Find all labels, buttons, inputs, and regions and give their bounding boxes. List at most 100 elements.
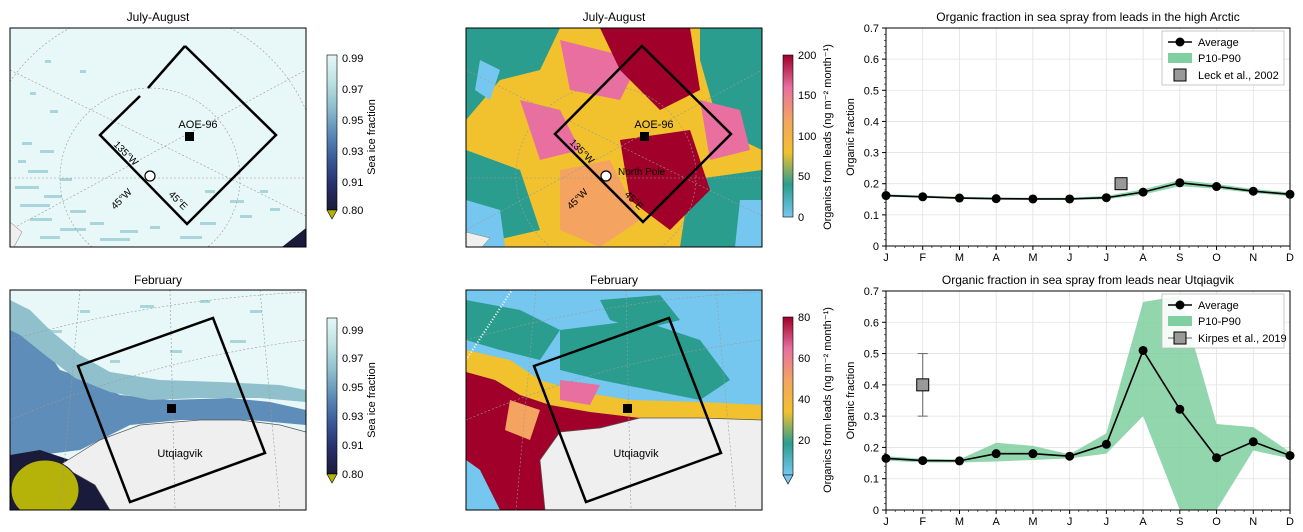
map-frame — [465, 289, 763, 511]
legend-swatch-observation — [1173, 68, 1187, 82]
x-tick-label: M — [1028, 516, 1037, 527]
x-tick-label: M — [955, 252, 964, 264]
data-point — [1175, 404, 1185, 414]
x-tick-label: J — [883, 252, 889, 264]
y-tick-label: 0.7 — [864, 286, 879, 298]
colorbar-tick-label: 0.80 — [342, 205, 363, 217]
y-tick-label: 0.4 — [864, 380, 879, 392]
observation-marker — [1114, 177, 1128, 191]
dotted-coast-edge — [466, 290, 513, 361]
y-tick-label: 0.5 — [864, 85, 879, 97]
x-tick-label: M — [1028, 252, 1037, 264]
colorbar-underflow-triangle — [326, 473, 338, 484]
y-tick-label: 0.6 — [864, 317, 879, 329]
map-frame — [9, 289, 307, 511]
band-p10-p90 — [886, 295, 1290, 510]
x-tick-label: J — [1104, 516, 1110, 527]
pole-label: North Pole — [618, 167, 666, 178]
data-point — [1212, 453, 1222, 463]
x-tick-label: A — [993, 252, 1001, 264]
colorbar-tick-label: 0.97 — [342, 353, 363, 365]
y-tick-label: 0.4 — [864, 116, 879, 128]
graticule — [10, 28, 306, 247]
y-tick-label: 0.5 — [864, 349, 879, 361]
colorbar-underflow-triangle — [326, 209, 338, 220]
domain-box — [98, 45, 278, 226]
map-body: Utqiagvik — [466, 290, 762, 510]
map-title: February — [590, 273, 638, 287]
x-tick-label: J — [1067, 516, 1073, 527]
x-tick-label: A — [993, 516, 1001, 527]
y-tick-label: 0.2 — [864, 442, 879, 454]
data-point — [1248, 437, 1258, 447]
ice-lead-band-light — [10, 300, 306, 402]
legend-label-average: Average — [1198, 300, 1239, 312]
land-corner — [282, 228, 306, 247]
domain-box — [553, 44, 733, 224]
map-frame — [9, 27, 307, 248]
chart-utqiagvik: 0 0.1 0.2 0.3 0.4 0.5 0.6 0.7 J F M A M J J A S O N D Organi… — [845, 273, 1295, 528]
data-point — [954, 193, 964, 203]
x-tick-label: O — [1212, 252, 1221, 264]
station-label: Utqiagvik — [613, 448, 659, 460]
colorbar-tick-label: 0.99 — [342, 53, 363, 65]
data-point — [1212, 182, 1222, 192]
legend-swatch-band — [1168, 53, 1192, 63]
data-point — [1028, 449, 1038, 459]
map-panel-organics-feb: February — [465, 273, 834, 511]
map-body: AOE-96 135°W 45°W 45°E — [10, 28, 306, 247]
legend-label-band: P10-P90 — [1198, 53, 1241, 65]
colorbar-ice-feb: 0.99 0.97 0.95 0.93 0.91 0.80 Sea ice fr… — [326, 317, 378, 484]
legend-swatch-point — [1175, 300, 1185, 310]
colorbar-tick-label: 80 — [798, 312, 810, 324]
map-title: July-August — [583, 10, 646, 24]
x-tick-label: F — [919, 516, 926, 527]
legend-swatch-observation — [1173, 331, 1187, 345]
colorbar-tick-label: 0.91 — [342, 440, 363, 452]
graticule — [466, 69, 762, 247]
land-edge — [10, 221, 23, 247]
colorbar-tick-label: 0.93 — [342, 146, 363, 158]
ice-lead-band — [10, 330, 306, 470]
station-marker — [640, 132, 649, 141]
chart-title: Organic fraction in sea spray from leads… — [936, 10, 1239, 24]
graticule — [466, 290, 762, 510]
colorbar-tick-label: 50 — [798, 171, 810, 183]
graticule — [10, 290, 306, 510]
colorbar-tick-label: 150 — [798, 90, 816, 102]
band-p10-p90 — [886, 179, 1290, 200]
data-point — [918, 456, 928, 466]
chart-title: Organic fraction in sea spray from leads… — [942, 273, 1235, 287]
colorbar-gradient — [782, 316, 794, 476]
series-line-average — [885, 181, 1291, 200]
colorbar-tick-label: 0.95 — [342, 382, 363, 394]
colorbar-label: Sea ice fraction — [366, 362, 378, 438]
x-tick-label: M — [955, 516, 964, 527]
x-tick-label: J — [1104, 252, 1110, 264]
x-tick-label: A — [1139, 516, 1147, 527]
y-tick-label: 0 — [873, 241, 879, 253]
data-point — [1065, 194, 1075, 204]
colorbar-gradient — [782, 54, 794, 218]
data-point — [918, 192, 928, 202]
data-point — [1028, 194, 1038, 204]
colorbar-tick-label: 0.93 — [342, 411, 363, 423]
map-panel-organics-jul: July-August — [465, 10, 834, 248]
north-pole-marker — [600, 170, 612, 182]
map-title: July-August — [127, 10, 190, 24]
colorbar-tick-label: 0 — [798, 212, 804, 224]
x-tick-label: S — [1176, 516, 1183, 527]
colorbar-tick-label: 0.91 — [342, 177, 363, 189]
data-point — [1175, 178, 1185, 188]
station-label: AOE-96 — [178, 119, 217, 131]
y-tick-label: 0 — [873, 505, 879, 517]
colorbar-tick-label: 0.99 — [342, 325, 363, 337]
x-tick-label: S — [1176, 252, 1183, 264]
y-axis-label: Organic fraction — [845, 98, 857, 176]
data-point — [991, 194, 1001, 204]
x-tick-label: D — [1286, 252, 1294, 264]
colorbar-tick-label: 0.80 — [342, 469, 363, 481]
colorbar-tick-label: 0.95 — [342, 115, 363, 127]
y-tick-label: 0.6 — [864, 54, 879, 66]
